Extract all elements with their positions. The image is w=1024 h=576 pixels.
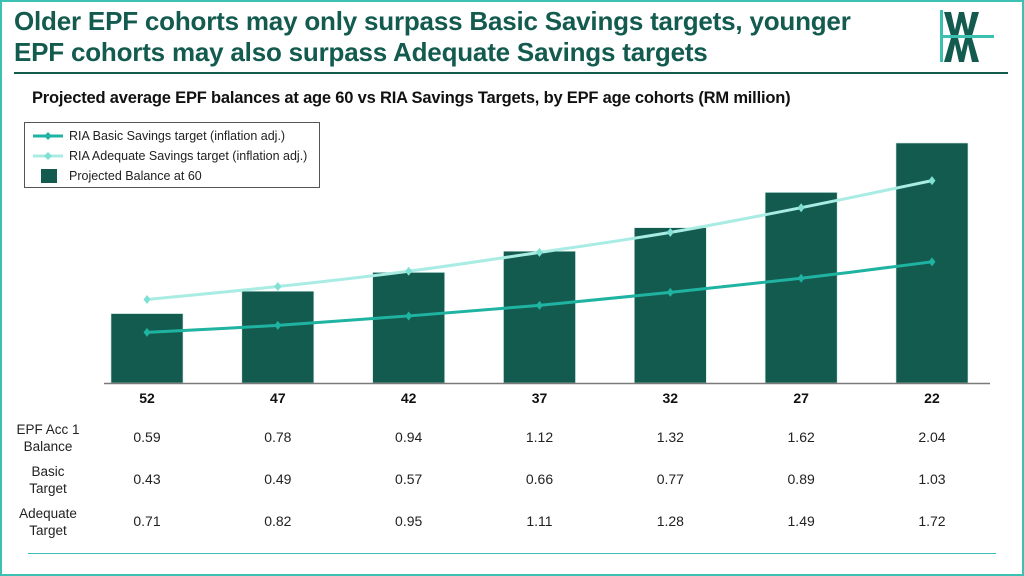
footer-divider xyxy=(28,553,996,554)
table-cell: 0.78 xyxy=(264,429,292,445)
row-label-line: Adequate xyxy=(19,506,77,521)
basic-target-point xyxy=(143,327,151,337)
table-cell: 0.95 xyxy=(395,513,423,529)
header-divider xyxy=(14,72,1008,74)
adequate-target-point xyxy=(274,282,282,292)
table-cell: 0.71 xyxy=(133,513,161,529)
row-label-line: Basic xyxy=(31,464,65,479)
table-cell: 0.82 xyxy=(264,513,292,529)
adequate-target-point xyxy=(928,176,936,186)
table-cell: 2.04 xyxy=(918,429,946,445)
x-tick-label: 52 xyxy=(139,390,155,406)
bar xyxy=(634,227,707,384)
basic-target-point xyxy=(928,257,936,267)
basic-target-point xyxy=(797,273,805,283)
x-tick-label: 42 xyxy=(400,390,417,406)
legend-item-balance: Projected Balance at 60 xyxy=(33,166,202,186)
row-label-basic: Basic Target xyxy=(8,463,88,497)
wm-logo-icon xyxy=(940,10,994,62)
table-cell: 0.49 xyxy=(264,471,292,487)
bar xyxy=(764,192,838,384)
x-tick-label: 32 xyxy=(662,390,679,406)
legend-item-adequate: RIA Adequate Savings target (inflation a… xyxy=(33,146,307,166)
legend-label: RIA Adequate Savings target (inflation a… xyxy=(69,149,308,163)
row-label-line: Target xyxy=(29,523,67,538)
basic-target-point xyxy=(405,311,413,321)
bar xyxy=(110,313,184,384)
row-label-line: Target xyxy=(29,481,67,496)
chart-legend: RIA Basic Savings target (inflation adj.… xyxy=(24,122,320,188)
row-label-line: Balance xyxy=(23,439,73,454)
legend-item-basic: RIA Basic Savings target (inflation adj.… xyxy=(33,126,285,146)
table-cell: 1.32 xyxy=(656,429,684,445)
legend-label: RIA Basic Savings target (inflation adj.… xyxy=(69,129,286,143)
legend-label: Projected Balance at 60 xyxy=(69,169,202,183)
bar xyxy=(372,272,445,384)
bar-swatch-icon xyxy=(41,169,57,183)
table-cell: 1.62 xyxy=(787,429,815,445)
basic-target-point xyxy=(535,300,543,310)
bar xyxy=(503,250,576,384)
x-tick-label: 37 xyxy=(531,390,548,406)
table-cell: 0.89 xyxy=(787,471,815,487)
table-cell: 1.49 xyxy=(787,513,815,529)
x-tick-label: 47 xyxy=(270,390,286,406)
row-label-balance: EPF Acc 1 Balance xyxy=(8,421,88,455)
row-label-adequate: Adequate Target xyxy=(8,505,88,539)
table-cell: 1.03 xyxy=(918,471,946,487)
adequate-target-point xyxy=(535,247,543,257)
bar xyxy=(241,290,315,384)
table-cell: 1.28 xyxy=(656,513,684,529)
table-cell: 0.66 xyxy=(525,471,554,487)
table-cell: 1.11 xyxy=(526,513,553,529)
headline: Older EPF cohorts may only surpass Basic… xyxy=(14,6,851,67)
table-cell: 0.59 xyxy=(133,429,161,445)
row-label-line: EPF Acc 1 xyxy=(16,422,80,437)
line-diamond-icon xyxy=(33,132,63,140)
basic-target-point xyxy=(666,287,674,297)
adequate-target-point xyxy=(143,294,151,304)
adequate-target-point xyxy=(797,203,805,213)
adequate-target-point xyxy=(666,227,674,237)
table-cell: 1.72 xyxy=(918,513,946,529)
table-cell: 0.77 xyxy=(656,471,684,487)
line-diamond-icon xyxy=(33,152,63,160)
x-tick-label: 27 xyxy=(793,390,809,406)
table-cell: 1.12 xyxy=(525,429,554,445)
adequate-target-point xyxy=(405,266,413,276)
chart-title: Projected average EPF balances at age 60… xyxy=(32,89,791,107)
x-tick-label: 22 xyxy=(924,390,940,406)
table-cell: 0.43 xyxy=(133,471,161,487)
table-cell: 0.94 xyxy=(395,429,423,445)
table-cell: 0.57 xyxy=(395,471,423,487)
basic-target-point xyxy=(274,320,282,330)
